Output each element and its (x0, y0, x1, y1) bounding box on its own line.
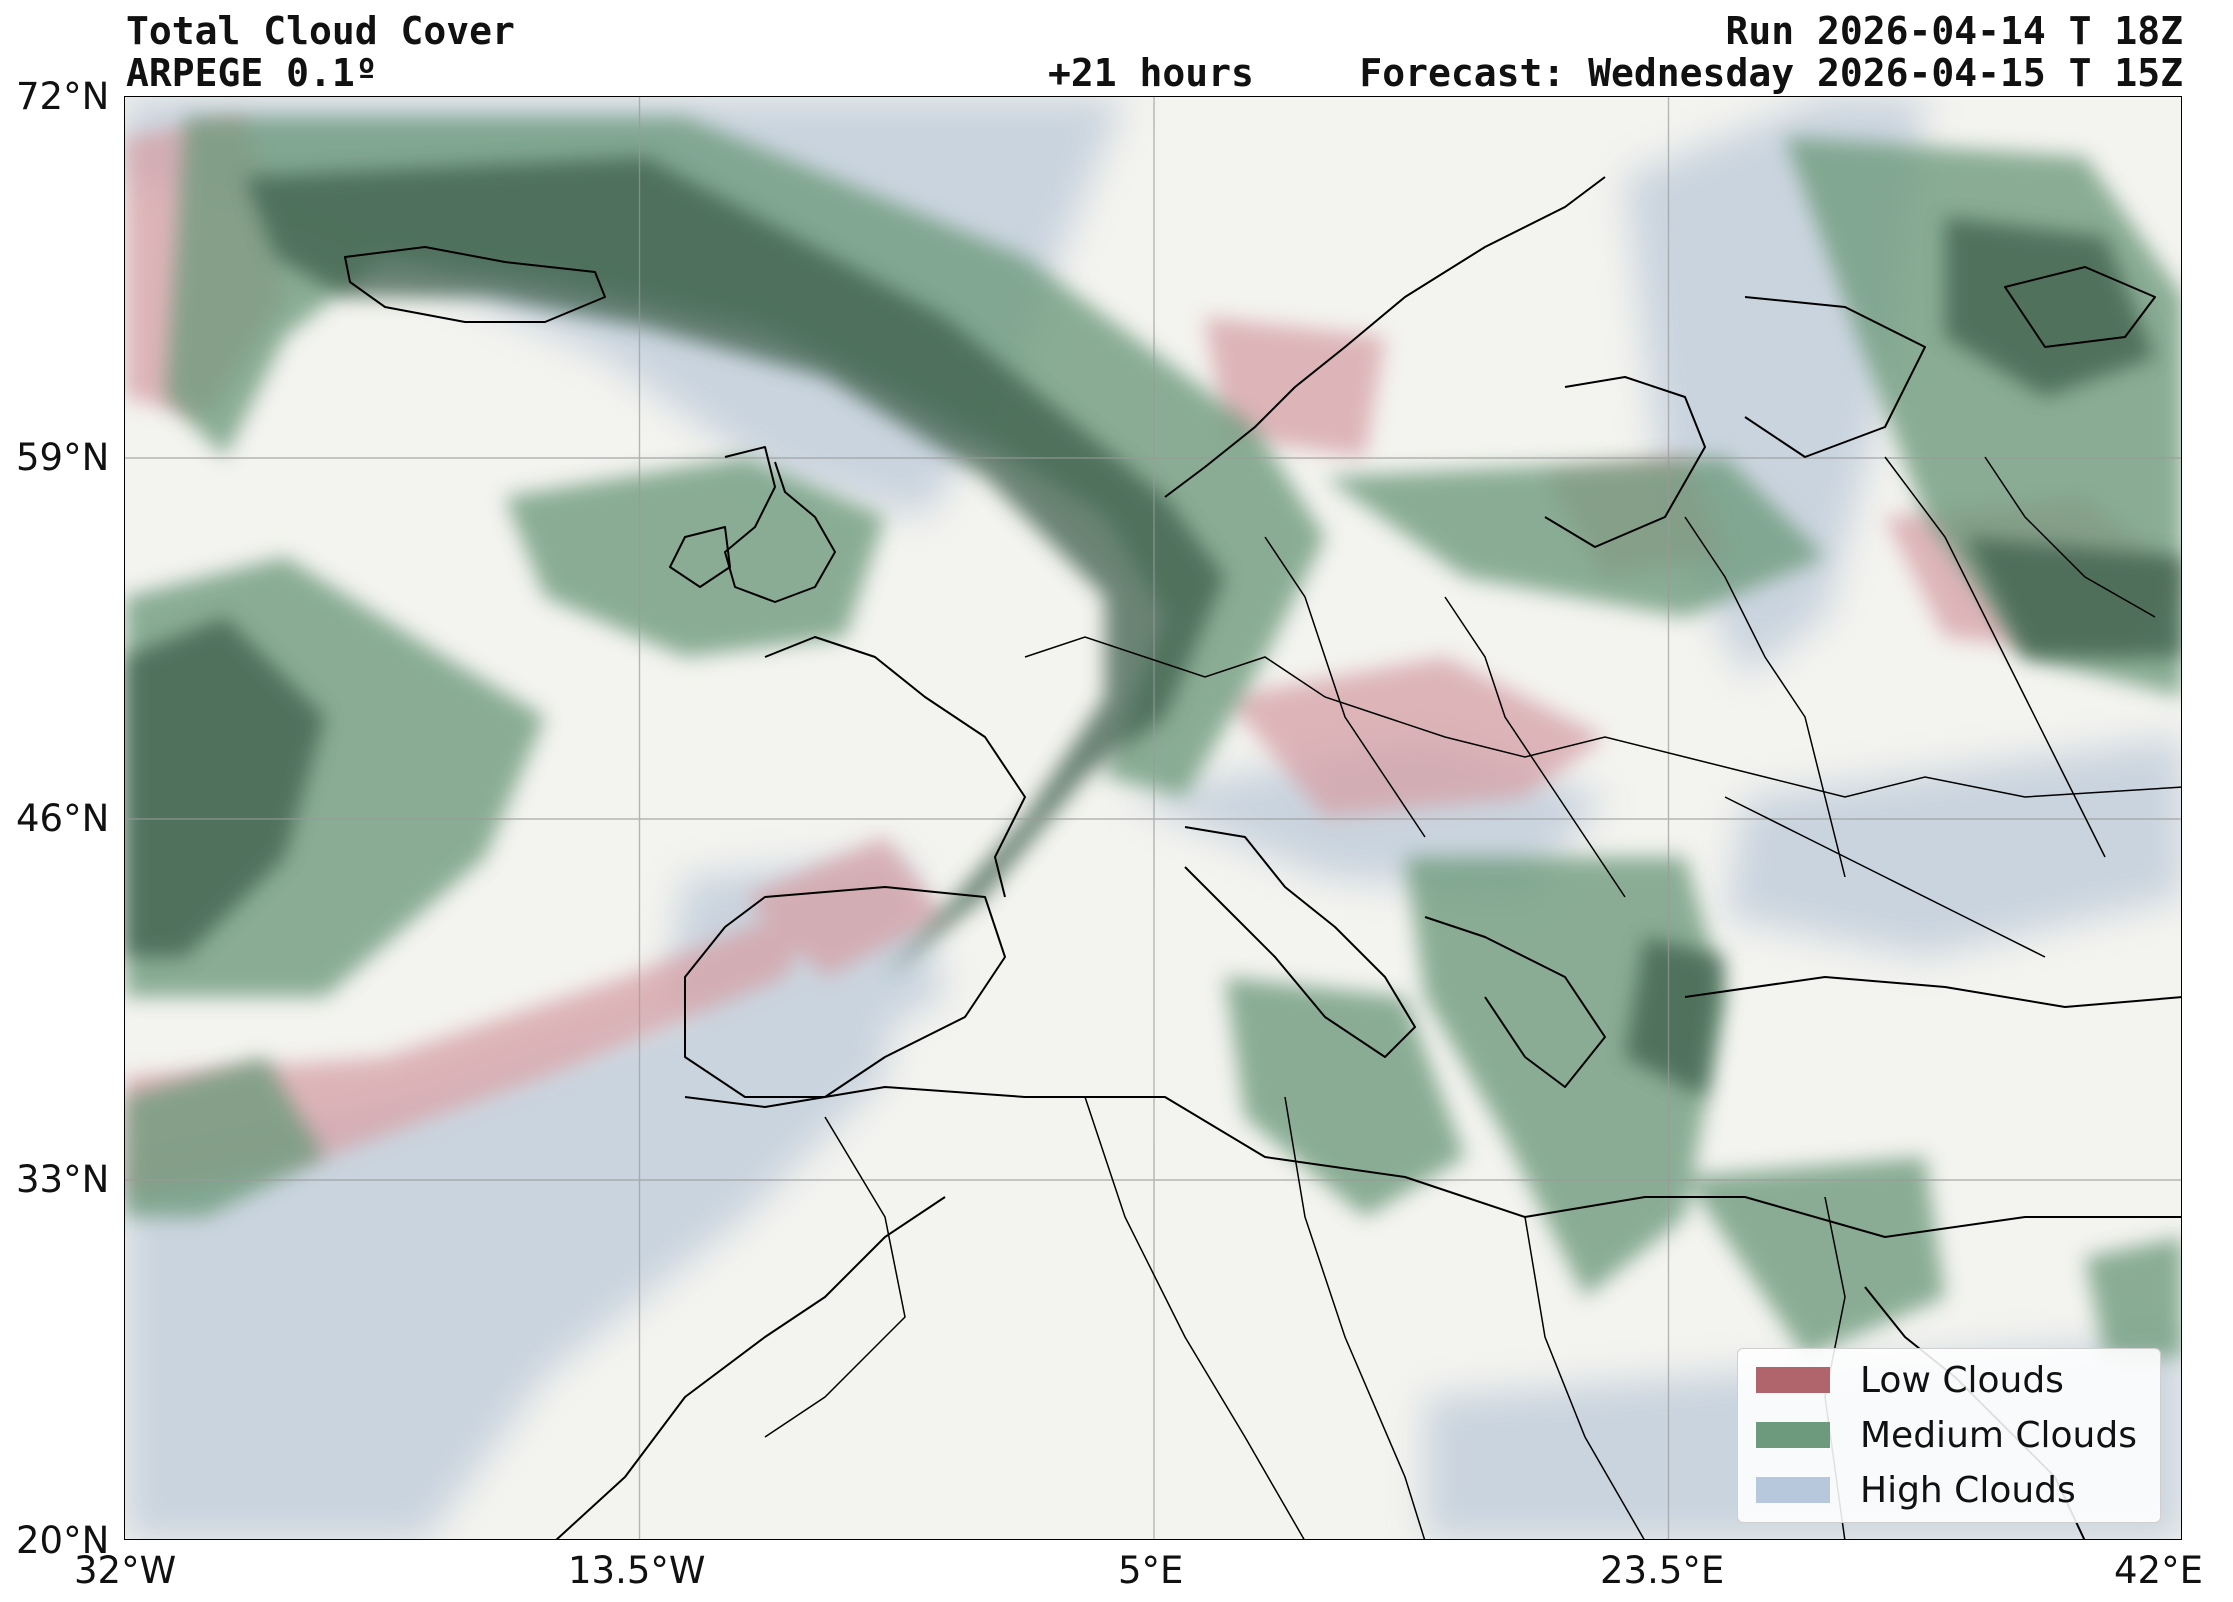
lat-tick-label: 59°N (16, 436, 110, 479)
norway-coast (1164, 176, 1606, 498)
iberia-outline (684, 886, 1006, 1098)
lat-tick-label: 33°N (16, 1158, 110, 1201)
map-gridlines (125, 97, 2181, 1539)
legend-swatch (1756, 1477, 1830, 1503)
coastlines (344, 176, 2181, 1539)
legend-label: Low Clouds (1860, 1359, 2064, 1401)
legend-item-low-clouds: Low Clouds (1756, 1359, 2064, 1401)
legend-label: High Clouds (1860, 1469, 2076, 1511)
lon-tick-label: 5°E (1118, 1549, 1184, 1592)
france-coast (764, 636, 1026, 898)
lat-tick-label: 20°N (16, 1519, 110, 1562)
model-name: ARPEGE 0.1º (126, 51, 378, 95)
legend-label: Medium Clouds (1860, 1414, 2137, 1456)
dense-clouds-layer (125, 157, 2181, 1097)
great-britain-outline (724, 446, 836, 603)
ireland-outline (669, 526, 731, 588)
cloud-cover-map: Low Clouds Medium Clouds High Clouds (124, 96, 2182, 1540)
balkans-coast (1424, 916, 1606, 1088)
map-legend: Low Clouds Medium Clouds High Clouds (1737, 1348, 2161, 1523)
country-borders (764, 456, 2181, 1539)
legend-swatch (1756, 1367, 1830, 1393)
italy-outline (1184, 826, 1416, 1058)
gulf-of-finland (1744, 296, 1926, 458)
legend-item-high-clouds: High Clouds (1756, 1469, 2076, 1511)
lon-tick-label: 32°W (74, 1549, 177, 1592)
lon-tick-label: 23.5°E (1600, 1549, 1725, 1592)
anatolia-coast (1684, 976, 2181, 1008)
lat-tick-label: 72°N (16, 75, 110, 118)
run-time: Run 2026-04-14 T 18Z (1725, 9, 2183, 53)
west-africa-coast (555, 1196, 946, 1539)
map-canvas (125, 97, 2181, 1539)
north-africa-coast (684, 1086, 2181, 1238)
map-title: Total Cloud Cover (126, 9, 515, 53)
iceland-outline (344, 246, 606, 323)
legend-swatch (1756, 1422, 1830, 1448)
baltic-coast (1544, 376, 1706, 548)
lon-tick-label: 42°E (2114, 1549, 2203, 1592)
legend-item-medium-clouds: Medium Clouds (1756, 1414, 2137, 1456)
forecast-valid-time: Forecast: Wednesday 2026-04-15 T 15Z (1359, 51, 2183, 95)
lat-tick-label: 46°N (16, 797, 110, 840)
lead-time: +21 hours (1048, 51, 1254, 95)
lon-tick-label: 13.5°W (568, 1549, 706, 1592)
white-sea (2004, 266, 2156, 348)
